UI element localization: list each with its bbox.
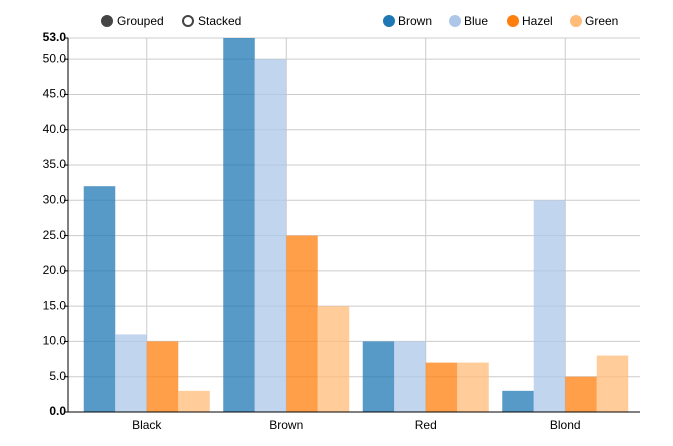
bar xyxy=(565,376,597,412)
control-label[interactable]: Stacked xyxy=(198,14,241,28)
control-dot[interactable] xyxy=(101,15,113,27)
legend-label[interactable]: Blue xyxy=(464,14,488,28)
legend-label[interactable]: Brown xyxy=(398,14,432,28)
bar xyxy=(115,334,147,412)
y-tick-label: 40.0 xyxy=(43,122,67,136)
bar xyxy=(178,390,210,412)
legend-dot[interactable] xyxy=(507,15,519,27)
x-tick-label: Red xyxy=(415,418,437,432)
legend-dot[interactable] xyxy=(383,15,395,27)
bar xyxy=(286,235,318,412)
bar xyxy=(502,390,534,412)
y-tick-label: 0.0 xyxy=(49,404,66,418)
bar xyxy=(425,362,458,412)
control-dot[interactable] xyxy=(182,15,194,27)
y-tick-label: 45.0 xyxy=(43,87,67,101)
legend-dot[interactable] xyxy=(570,15,582,27)
legend-dot[interactable] xyxy=(449,15,461,27)
control-label[interactable]: Grouped xyxy=(117,14,164,28)
y-tick-label: 15.0 xyxy=(43,298,67,312)
y-tick-label: 53.0 xyxy=(43,30,67,44)
legend-label[interactable]: Green xyxy=(585,14,618,28)
bar xyxy=(457,362,489,412)
y-tick-label: 5.0 xyxy=(49,369,66,383)
y-tick-label: 25.0 xyxy=(43,228,67,242)
x-tick-label: Black xyxy=(132,418,162,432)
bar xyxy=(596,355,629,412)
bar xyxy=(83,186,116,412)
y-tick-label: 30.0 xyxy=(43,192,67,206)
bar xyxy=(254,59,287,413)
x-tick-label: Blond xyxy=(550,418,581,432)
y-tick-label: 10.0 xyxy=(43,334,67,348)
bar xyxy=(362,341,395,412)
y-tick-label: 35.0 xyxy=(43,157,67,171)
bar xyxy=(394,341,426,412)
y-tick-label: 50.0 xyxy=(43,51,67,65)
x-tick-label: Brown xyxy=(269,418,303,432)
bar xyxy=(533,200,566,412)
legend-label[interactable]: Hazel xyxy=(522,14,553,28)
y-tick-label: 20.0 xyxy=(43,263,67,277)
bar xyxy=(146,341,179,412)
bar xyxy=(223,38,255,412)
bar xyxy=(317,306,350,412)
